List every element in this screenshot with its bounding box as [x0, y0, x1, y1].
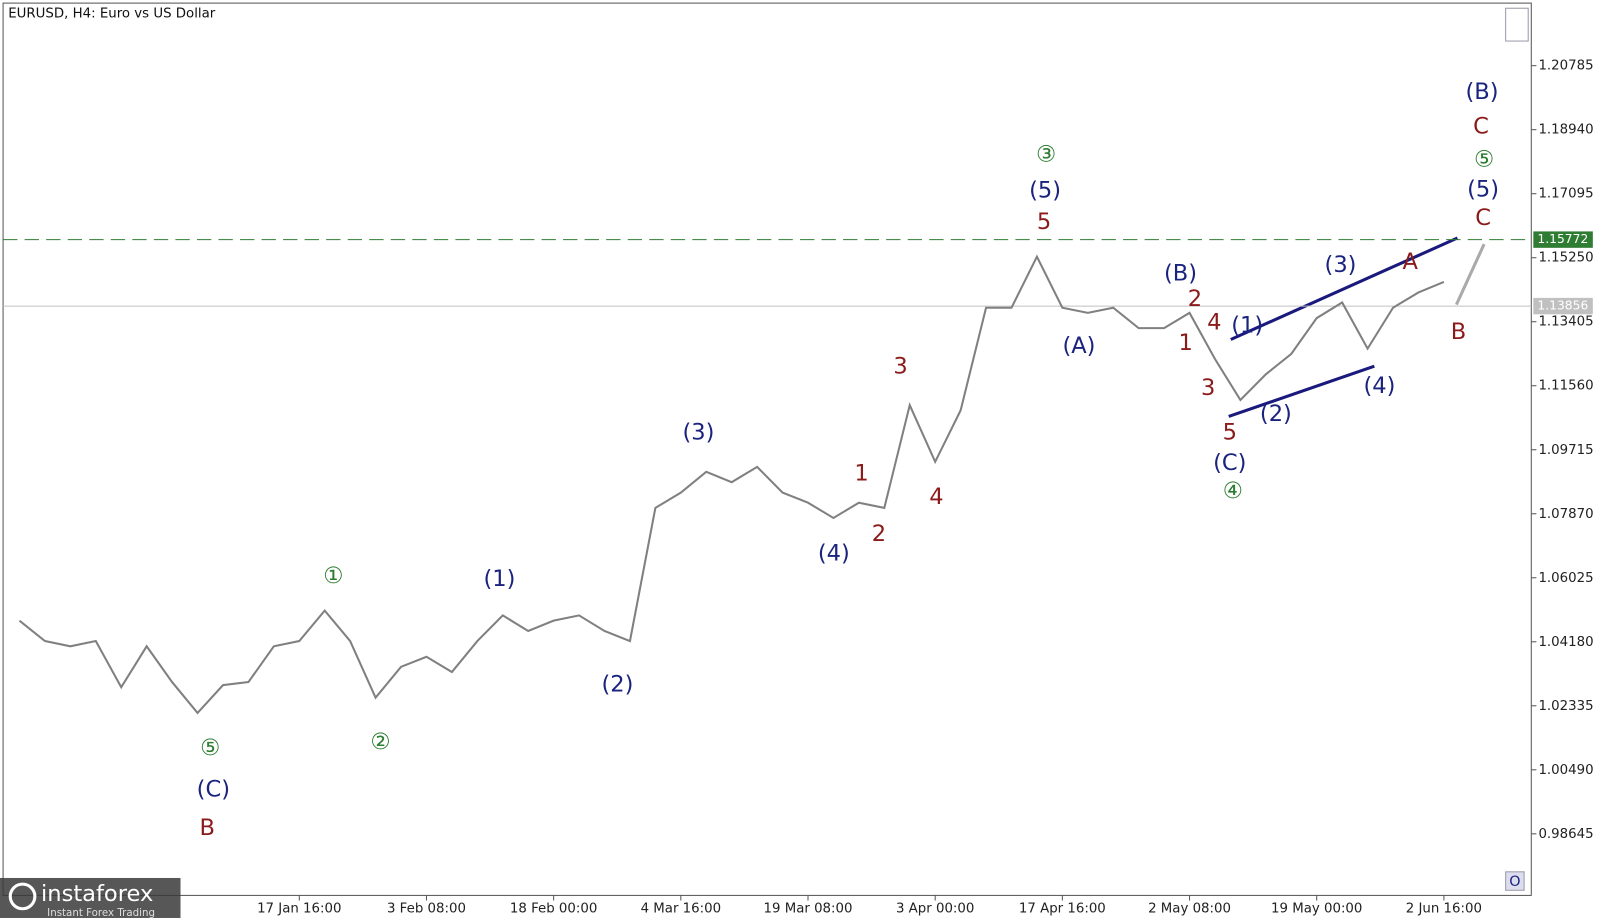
y-tick-label: 1.15250 [1538, 251, 1593, 266]
wave-label: ① [323, 563, 343, 589]
wave-label: 1 [854, 460, 868, 486]
toolbar-icon[interactable] [1505, 7, 1529, 42]
wave-label: (A) [1062, 333, 1095, 359]
x-tick-label: 3 Apr 00:00 [896, 902, 974, 917]
wave-label: 2 [872, 521, 886, 547]
y-tick-label: 1.13405 [1538, 315, 1593, 330]
y-tick-label: 1.18940 [1538, 123, 1593, 138]
y-tick-label: 1.04180 [1538, 635, 1593, 650]
wave-label: 2 [1188, 286, 1202, 312]
wave-label: 1 [1178, 330, 1192, 356]
wave-label: C [1473, 114, 1489, 140]
wave-label: (2) [1260, 401, 1292, 427]
x-tick-label: 3 Feb 08:00 [387, 902, 466, 917]
y-tick-label: 1.00490 [1538, 763, 1593, 778]
wave-label: ② [370, 729, 390, 755]
logo-name: instaforex [41, 881, 153, 907]
price-level-box [1533, 231, 1593, 248]
wave-label: B [1451, 319, 1466, 345]
wave-label: (C) [1213, 450, 1246, 476]
x-tick-label: 19 Mar 08:00 [764, 902, 853, 917]
logo-icon [8, 882, 37, 911]
logo-tagline: Instant Forex Trading [47, 907, 155, 918]
wave-label: B [199, 815, 214, 841]
wave-label: 4 [929, 484, 943, 510]
logo-box [0, 877, 181, 918]
wave-label: ⑤ [200, 735, 220, 761]
plot-frame [2, 2, 1532, 896]
x-tick-label: 2 Jun 16:00 [1406, 902, 1482, 917]
wave-label: (5) [1029, 177, 1061, 203]
y-tick-label: 1.20785 [1538, 59, 1593, 74]
wave-label: 5 [1223, 419, 1237, 445]
y-tick-label: 1.06025 [1538, 571, 1593, 586]
y-tick-label: 1.07870 [1538, 507, 1593, 522]
projection-line [1455, 243, 1486, 306]
wave-label: (C) [197, 776, 230, 802]
wave-label: (5) [1467, 176, 1499, 202]
y-tick-label: 1.11560 [1538, 379, 1593, 394]
wave-label: 3 [893, 354, 907, 380]
wave-label: (1) [1231, 313, 1263, 339]
x-tick-label: 4 Mar 16:00 [641, 902, 722, 917]
trend-line [1230, 236, 1459, 341]
y-tick-label: 1.09715 [1538, 443, 1593, 458]
wave-label: C [1475, 205, 1491, 231]
wave-label: 3 [1201, 375, 1215, 401]
price-line [18, 254, 1445, 715]
wave-label: ③ [1036, 141, 1056, 167]
wave-label: 4 [1207, 310, 1221, 336]
y-tick-label: 0.98645 [1538, 827, 1593, 842]
x-tick-label: 2 May 08:00 [1148, 902, 1231, 917]
x-tick-label: 19 May 00:00 [1271, 902, 1362, 917]
wave-label: (4) [1364, 373, 1396, 399]
x-tick-label: 17 Jan 16:00 [257, 902, 341, 917]
chart-title: EURUSD, H4: Euro vs US Dollar [8, 6, 216, 21]
wave-label: (4) [818, 540, 850, 566]
wave-label: ⑤ [1474, 147, 1494, 173]
wave-label: (3) [1325, 252, 1357, 278]
x-tick-label: 18 Feb 00:00 [510, 902, 597, 917]
wave-label: (B) [1164, 260, 1197, 286]
wave-label: (B) [1466, 79, 1499, 105]
wave-label: A [1403, 249, 1419, 275]
wave-label: 5 [1037, 209, 1051, 235]
y-tick-label: 1.02335 [1538, 699, 1593, 714]
y-tick-label: 1.17095 [1538, 187, 1593, 202]
price-level-label: 1.15772 [1537, 232, 1588, 246]
x-tick-label: 17 Apr 16:00 [1019, 902, 1106, 917]
trend-line [1228, 364, 1375, 418]
price-level-label: 1.13856 [1537, 299, 1588, 313]
price-level-box [1533, 297, 1593, 315]
button[interactable] [1505, 871, 1525, 891]
button-icon[interactable]: O [1509, 874, 1520, 890]
wave-label: (1) [484, 566, 516, 592]
wave-label: (2) [601, 672, 633, 698]
wave-label: (3) [682, 419, 714, 445]
wave-label: ④ [1223, 478, 1243, 504]
